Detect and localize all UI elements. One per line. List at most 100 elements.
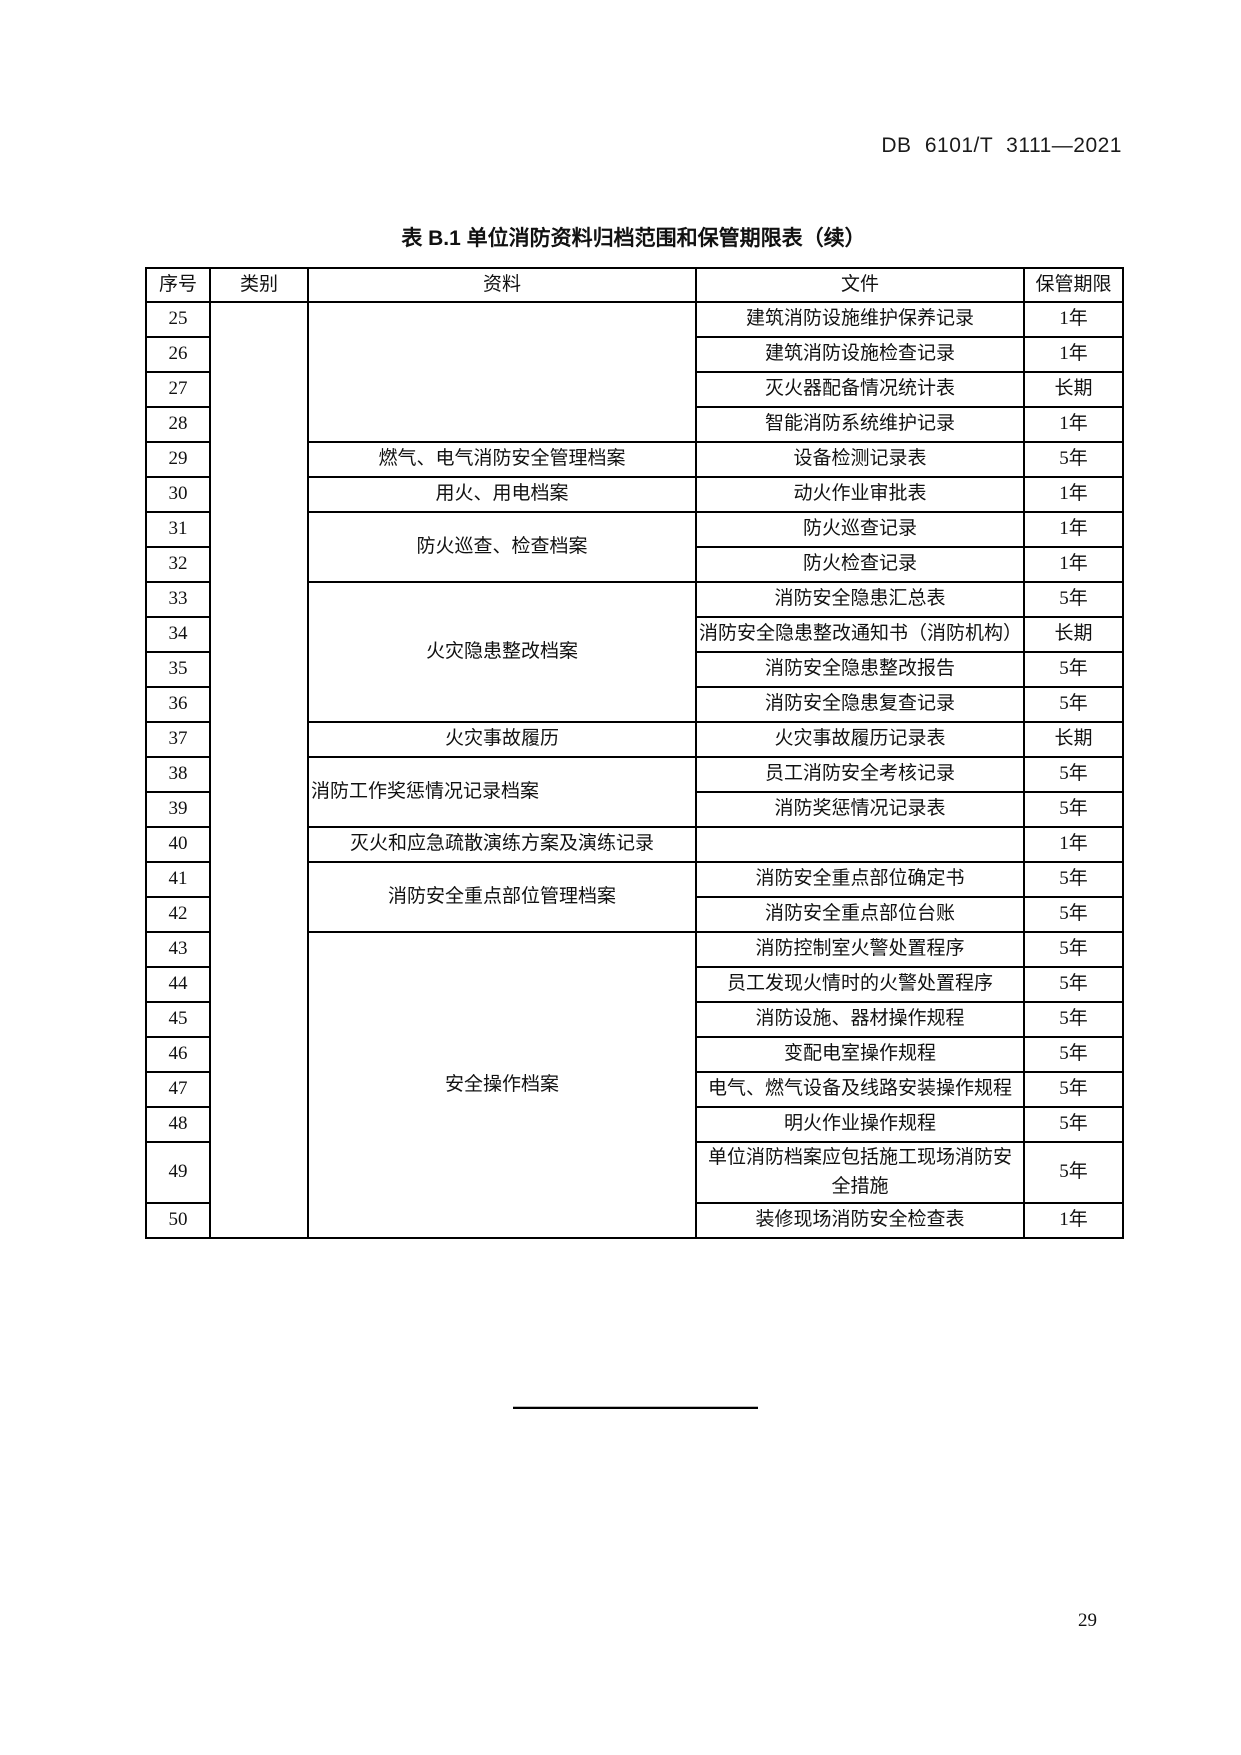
retention-period-cell: 1年 [1023,1202,1124,1239]
table-row: 39 消防奖惩情况记录表 5年 [145,791,1124,828]
retention-period-cell: 5年 [1023,1071,1124,1108]
serial-number-cell: 42 [145,896,211,933]
retention-period-cell: 1年 [1023,301,1124,338]
file-cell: 灭火器配备情况统计表 [695,371,1025,408]
retention-period-cell: 1年 [1023,406,1124,443]
serial-number-cell: 33 [145,581,211,618]
file-cell: 防火巡查记录 [695,511,1025,548]
file-cell: 消防安全隐患整改报告 [695,651,1025,688]
table-row: 42 消防安全重点部位台账 5年 [145,896,1124,933]
table-row: 37 火灾事故履历 火灾事故履历记录表 长期 [145,721,1124,758]
serial-number-cell: 38 [145,756,211,793]
serial-number-cell: 35 [145,651,211,688]
retention-period-cell: 1年 [1023,511,1124,548]
retention-period-cell: 长期 [1023,616,1124,653]
serial-number-cell: 31 [145,511,211,548]
table-row: 26 建筑消防设施检查记录 1年 [145,336,1124,373]
serial-number-cell: 26 [145,336,211,373]
table-row: 50 装修现场消防安全检查表 1年 [145,1202,1124,1239]
serial-number-cell: 29 [145,441,211,478]
retention-period-cell: 1年 [1023,336,1124,373]
material-cell: 用火、用电档案 [307,476,697,513]
retention-period-cell: 5年 [1023,1141,1124,1204]
material-cell: 消防工作奖惩情况记录档案 [307,756,697,828]
serial-number-cell: 43 [145,931,211,968]
retention-period-cell: 5年 [1023,896,1124,933]
table-row: 33 火灾隐患整改档案 消防安全隐患汇总表 5年 [145,581,1124,723]
table-row: 41 消防安全重点部位管理档案 消防安全重点部位确定书 5年 [145,861,1124,933]
retention-period-cell: 1年 [1023,826,1124,863]
table-row: 46 变配电室操作规程 5年 [145,1036,1124,1073]
table-row: 43 安全操作档案 消防控制室火警处置程序 5年 [145,931,1124,1239]
table-row: 47 电气、燃气设备及线路安装操作规程 5年 [145,1071,1124,1108]
table-row: 29 燃气、电气消防安全管理档案 设备检测记录表 5年 [145,441,1124,478]
column-header: 资料 [307,267,697,303]
serial-number-cell: 25 [145,301,211,338]
file-cell: 消防设施、器材操作规程 [695,1001,1025,1038]
table-row: 34 消防安全隐患整改通知书（消防机构） 长期 [145,616,1124,653]
retention-period-cell: 5年 [1023,686,1124,723]
category-cell [209,301,309,1239]
serial-number-cell: 39 [145,791,211,828]
material-cell: 火灾事故履历 [307,721,697,758]
serial-number-cell: 47 [145,1071,211,1108]
serial-number-cell: 32 [145,546,211,583]
column-header: 类别 [209,267,309,303]
file-cell: 火灾事故履历记录表 [695,721,1025,758]
table-row: 36 消防安全隐患复查记录 5年 [145,686,1124,723]
serial-number-cell: 46 [145,1036,211,1073]
serial-number-cell: 27 [145,371,211,408]
file-cell: 消防奖惩情况记录表 [695,791,1025,828]
table-row: 27 灭火器配备情况统计表 长期 [145,371,1124,408]
material-cell: 防火巡查、检查档案 [307,511,697,583]
file-cell: 防火检查记录 [695,546,1025,583]
table-row: 40 灭火和应急疏散演练方案及演练记录 1年 [145,826,1124,863]
table-row: 30 用火、用电档案 动火作业审批表 1年 [145,476,1124,513]
serial-number-cell: 37 [145,721,211,758]
table-row: 31 防火巡查、检查档案 防火巡查记录 1年 [145,511,1124,583]
table-row: 38 消防工作奖惩情况记录档案 员工消防安全考核记录 5年 [145,756,1124,828]
file-cell: 消防安全隐患复查记录 [695,686,1025,723]
file-cell: 电气、燃气设备及线路安装操作规程 [695,1071,1025,1108]
retention-period-cell: 长期 [1023,371,1124,408]
serial-number-cell: 41 [145,861,211,898]
serial-number-cell: 40 [145,826,211,863]
table-title: 表 B.1 单位消防资料归档范围和保管期限表（续） [401,227,866,250]
retention-period-cell: 5年 [1023,861,1124,898]
file-cell: 消防安全隐患整改通知书（消防机构） [695,616,1025,653]
file-cell [695,826,1025,863]
archive-table-header: 序号 类别 资料 文件 保管期限 [145,267,1124,303]
file-cell: 设备检测记录表 [695,441,1025,478]
retention-period-cell: 1年 [1023,476,1124,513]
file-cell: 员工消防安全考核记录 [695,756,1025,793]
file-cell: 员工发现火情时的火警处置程序 [695,966,1025,1003]
table-row: 45 消防设施、器材操作规程 5年 [145,1001,1124,1038]
serial-number-cell: 44 [145,966,211,1003]
retention-period-cell: 5年 [1023,441,1124,478]
file-cell: 智能消防系统维护记录 [695,406,1025,443]
retention-period-cell: 5年 [1023,931,1124,968]
serial-number-cell: 28 [145,406,211,443]
header-row: 序号 类别 资料 文件 保管期限 [145,267,1124,303]
retention-period-cell: 5年 [1023,1001,1124,1038]
table-row: 28 智能消防系统维护记录 1年 [145,406,1124,443]
table-row: 49 单位消防档案应包括施工现场消防安全措施 5年 [145,1141,1124,1204]
material-cell: 灭火和应急疏散演练方案及演练记录 [307,826,697,863]
page-number: 29 [1078,1610,1097,1631]
table-row: 35 消防安全隐患整改报告 5年 [145,651,1124,688]
table-row: 48 明火作业操作规程 5年 [145,1106,1124,1143]
serial-number-cell: 36 [145,686,211,723]
file-cell: 消防控制室火警处置程序 [695,931,1025,968]
material-cell: 燃气、电气消防安全管理档案 [307,441,697,478]
serial-number-cell: 49 [145,1141,211,1204]
retention-period-cell: 5年 [1023,756,1124,793]
retention-period-cell: 5年 [1023,1036,1124,1073]
file-cell: 变配电室操作规程 [695,1036,1025,1073]
column-header: 文件 [695,267,1025,303]
document-code: DB 6101/T 3111—2021 [881,134,1122,157]
serial-number-cell: 50 [145,1202,211,1239]
file-cell: 装修现场消防安全检查表 [695,1202,1025,1239]
retention-period-cell: 5年 [1023,1106,1124,1143]
material-cell: 消防安全重点部位管理档案 [307,861,697,933]
